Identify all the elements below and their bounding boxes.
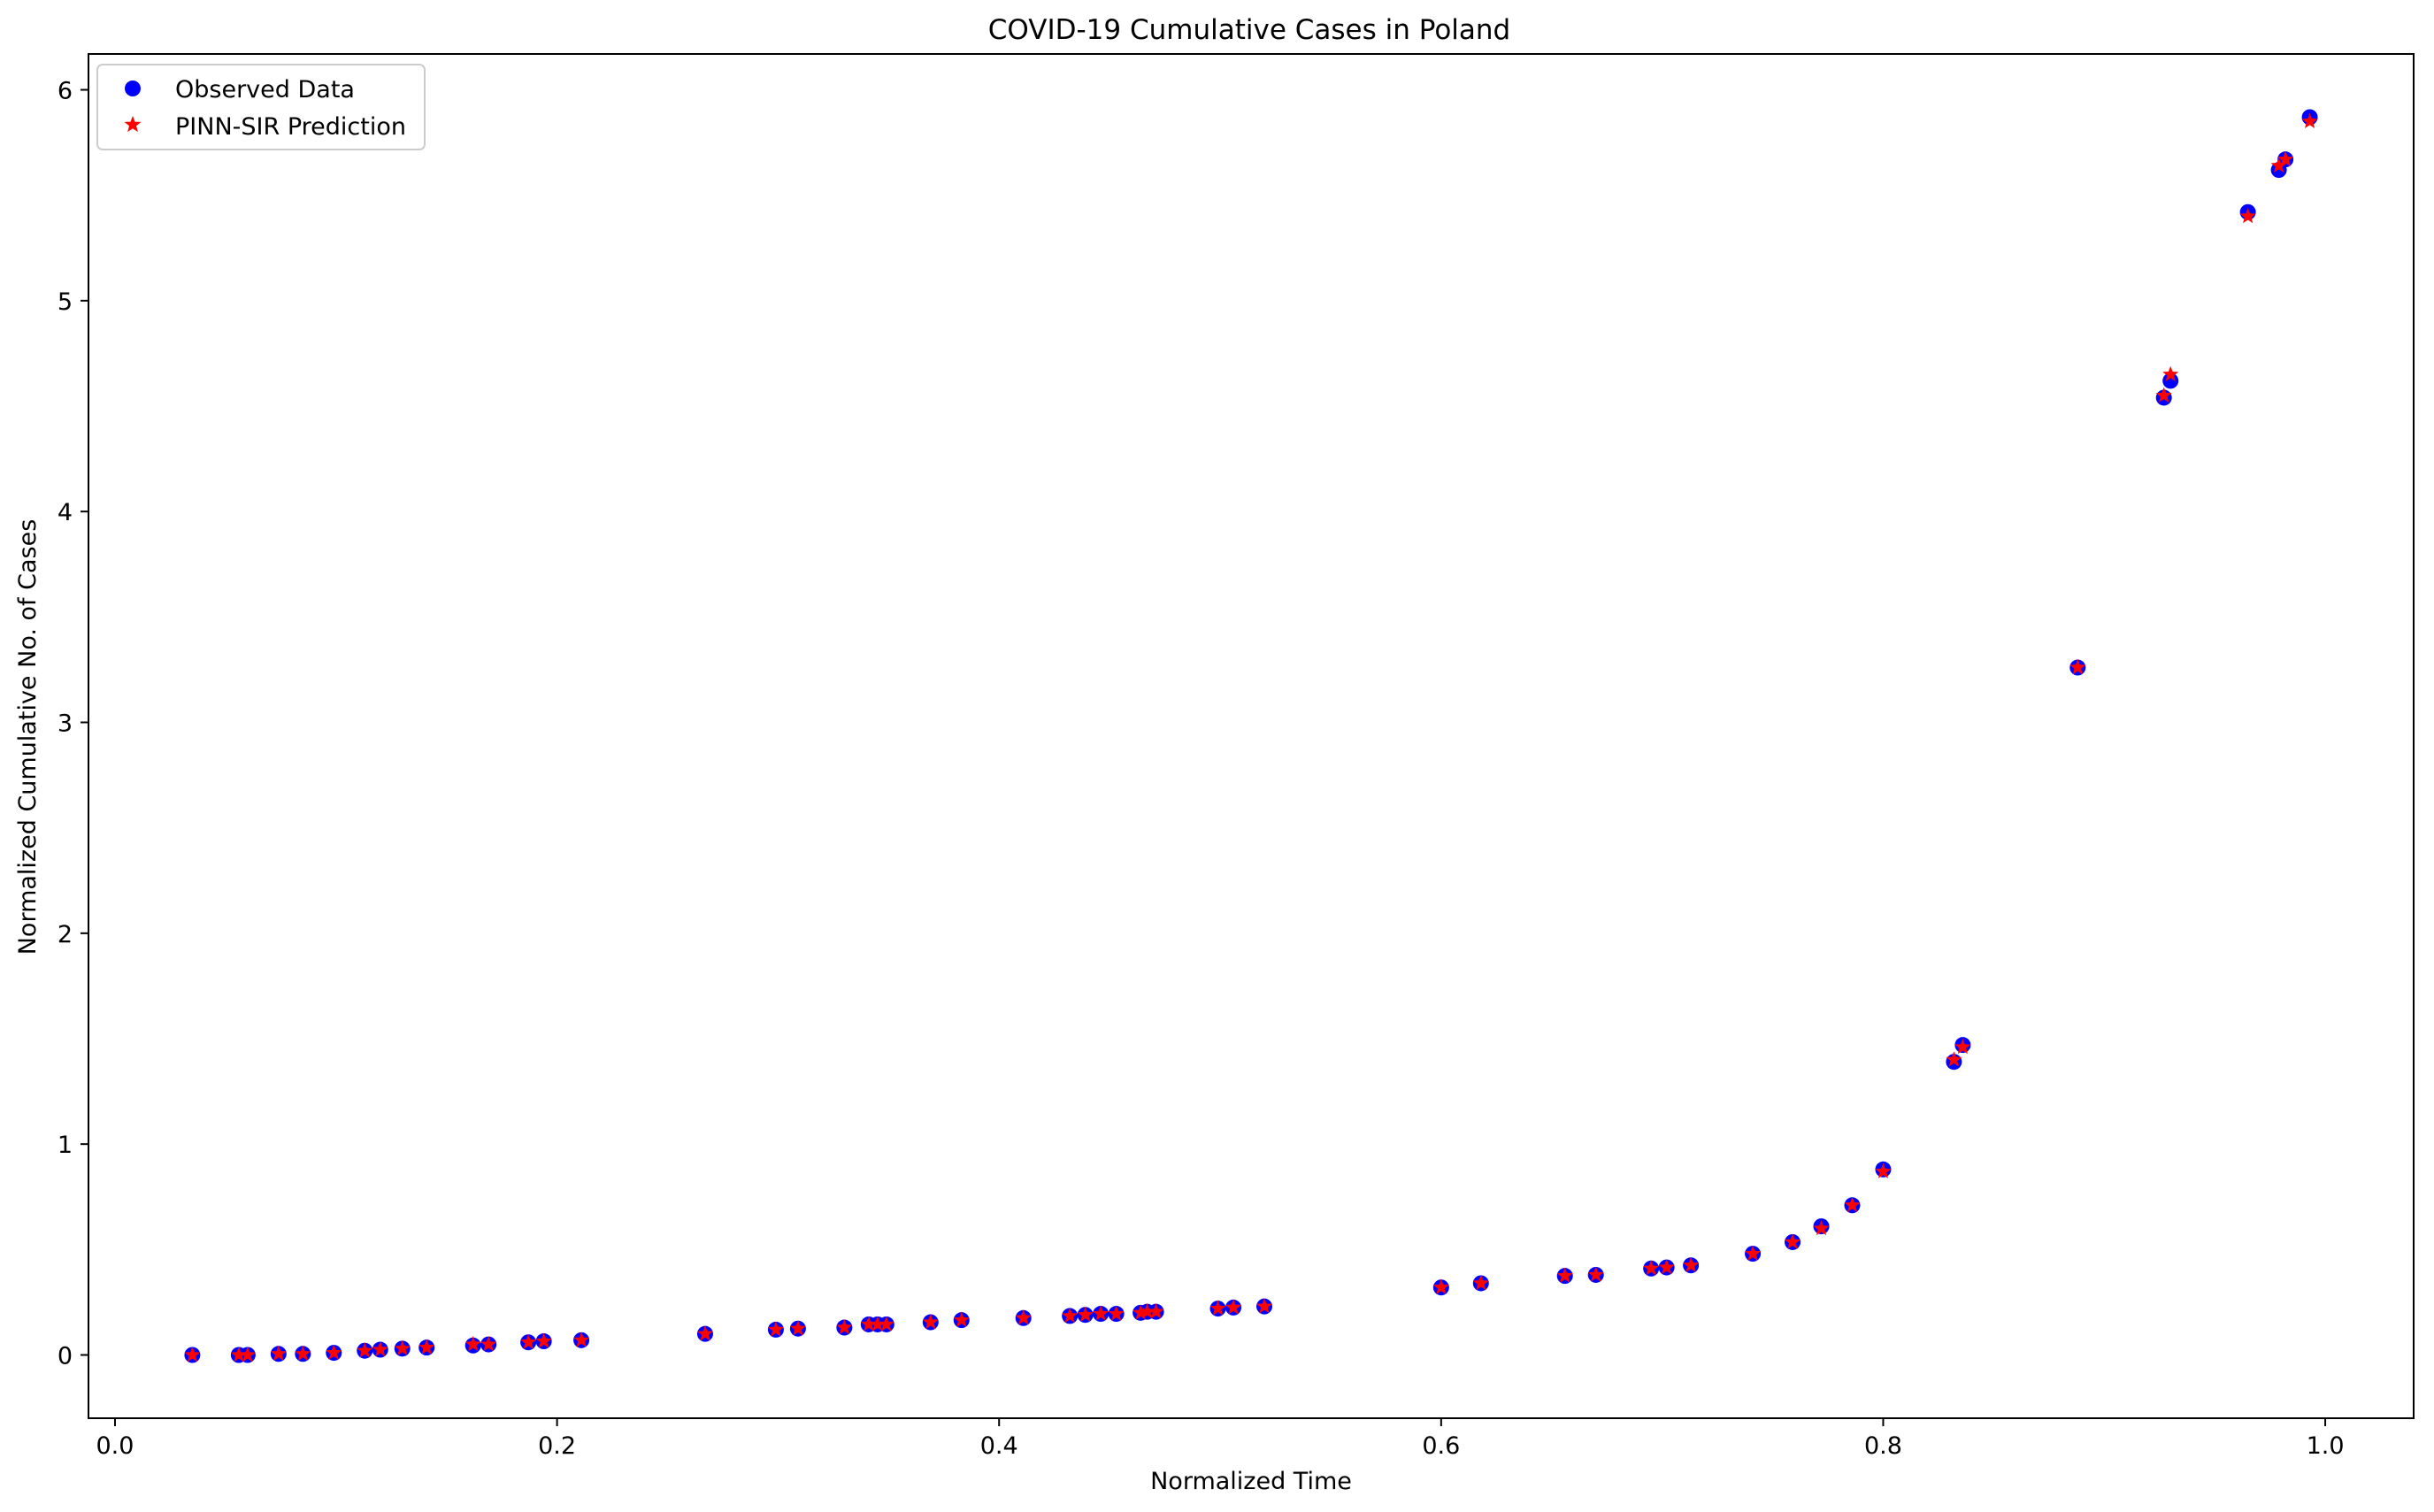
- plot-frame: [88, 53, 2415, 1419]
- prediction-point: [2069, 659, 2086, 675]
- prediction-point: [1093, 1305, 1110, 1321]
- y-tick-label: 3: [58, 710, 73, 738]
- y-tick-label: 1: [58, 1132, 73, 1159]
- x-tick-label: 0.4: [980, 1432, 1018, 1460]
- prediction-point: [1209, 1300, 1226, 1316]
- y-tick-label: 6: [58, 78, 73, 105]
- prediction-point: [1133, 1304, 1149, 1320]
- prediction-point: [1139, 1303, 1156, 1319]
- prediction-point: [2301, 112, 2318, 128]
- legend: Observed Data PINN-SIR Prediction: [96, 64, 426, 150]
- prediction-point: [2239, 208, 2256, 224]
- x-tick-label: 0.2: [538, 1432, 576, 1460]
- x-tick-label: 0.8: [1864, 1432, 1902, 1460]
- prediction-point: [1954, 1039, 1971, 1055]
- y-tick-label: 0: [58, 1343, 73, 1370]
- x-tick-label: 0.0: [96, 1432, 134, 1460]
- prediction-point: [1148, 1303, 1164, 1319]
- y-tick-label: 2: [58, 921, 73, 948]
- prediction-point: [465, 1336, 481, 1352]
- prediction-point: [1108, 1305, 1125, 1321]
- prediction-point: [1472, 1274, 1489, 1291]
- prediction-point: [2270, 157, 2287, 173]
- prediction-point: [1556, 1267, 1573, 1283]
- prediction-point: [520, 1333, 537, 1349]
- x-tick-label: 1.0: [2307, 1432, 2345, 1460]
- prediction-point: [953, 1311, 970, 1327]
- prediction-point: [295, 1345, 311, 1361]
- prediction-point: [357, 1342, 373, 1358]
- prediction-point: [1015, 1309, 1032, 1325]
- prediction-point: [789, 1320, 806, 1336]
- prediction-point: [535, 1332, 552, 1348]
- prediction-point: [1077, 1306, 1094, 1322]
- prediction-point: [326, 1344, 342, 1360]
- prediction-point: [2277, 150, 2294, 166]
- prediction-point: [2162, 365, 2179, 381]
- prediction-point: [480, 1336, 497, 1352]
- legend-observed-label: Observed Data: [175, 76, 355, 104]
- prediction-point: [1587, 1266, 1604, 1282]
- observed-point: [2162, 372, 2179, 389]
- prediction-point: [767, 1321, 784, 1337]
- prediction-point: [1658, 1259, 1675, 1275]
- prediction-point: [869, 1316, 886, 1332]
- prediction-point: [860, 1316, 877, 1332]
- legend-prediction-marker: [124, 116, 142, 133]
- prediction-point: [1255, 1298, 1273, 1314]
- prediction-point: [372, 1341, 388, 1357]
- y-axis: 0 1 2 3 4 5 6: [58, 78, 88, 1370]
- x-axis: 0.0 0.2 0.4 0.6 0.8 1.0: [96, 1418, 2345, 1460]
- x-tick-label: 0.6: [1422, 1432, 1460, 1460]
- legend-star-shape: [124, 116, 142, 133]
- legend-observed-marker: [125, 81, 141, 96]
- prediction-point: [878, 1316, 895, 1332]
- prediction-point: [1844, 1196, 1861, 1212]
- prediction-point: [1745, 1245, 1762, 1261]
- prediction-point: [184, 1347, 201, 1362]
- prediction-point: [1875, 1163, 1892, 1178]
- prediction-point: [1813, 1220, 1830, 1236]
- prediction-point: [239, 1347, 256, 1362]
- prediction-point: [270, 1345, 287, 1361]
- prediction-point: [394, 1339, 411, 1356]
- prediction-point: [1785, 1233, 1801, 1249]
- plot-area: [184, 109, 2318, 1363]
- prediction-point: [230, 1347, 247, 1362]
- prediction-point: [836, 1319, 853, 1335]
- prediction-point: [573, 1332, 590, 1347]
- legend-prediction-label: PINN-SIR Prediction: [175, 113, 406, 141]
- prediction-point: [1225, 1299, 1242, 1315]
- prediction-point: [1683, 1256, 1700, 1272]
- prediction-point: [696, 1325, 713, 1341]
- legend-frame: [96, 64, 426, 150]
- y-axis-label: Normalized Cumulative No. of Cases: [14, 519, 42, 956]
- x-axis-label: Normalized Time: [1150, 1468, 1352, 1495]
- prediction-point: [1643, 1260, 1660, 1276]
- prediction-point: [922, 1314, 939, 1330]
- prediction-point: [1946, 1051, 1962, 1067]
- prediction-point: [1432, 1278, 1449, 1294]
- y-tick-label: 4: [58, 499, 73, 526]
- prediction-point: [2155, 387, 2172, 403]
- prediction-point: [1062, 1307, 1079, 1324]
- chart-title: COVID-19 Cumulative Cases in Poland: [988, 14, 1510, 46]
- prediction-point: [418, 1339, 435, 1355]
- y-tick-label: 5: [58, 288, 73, 316]
